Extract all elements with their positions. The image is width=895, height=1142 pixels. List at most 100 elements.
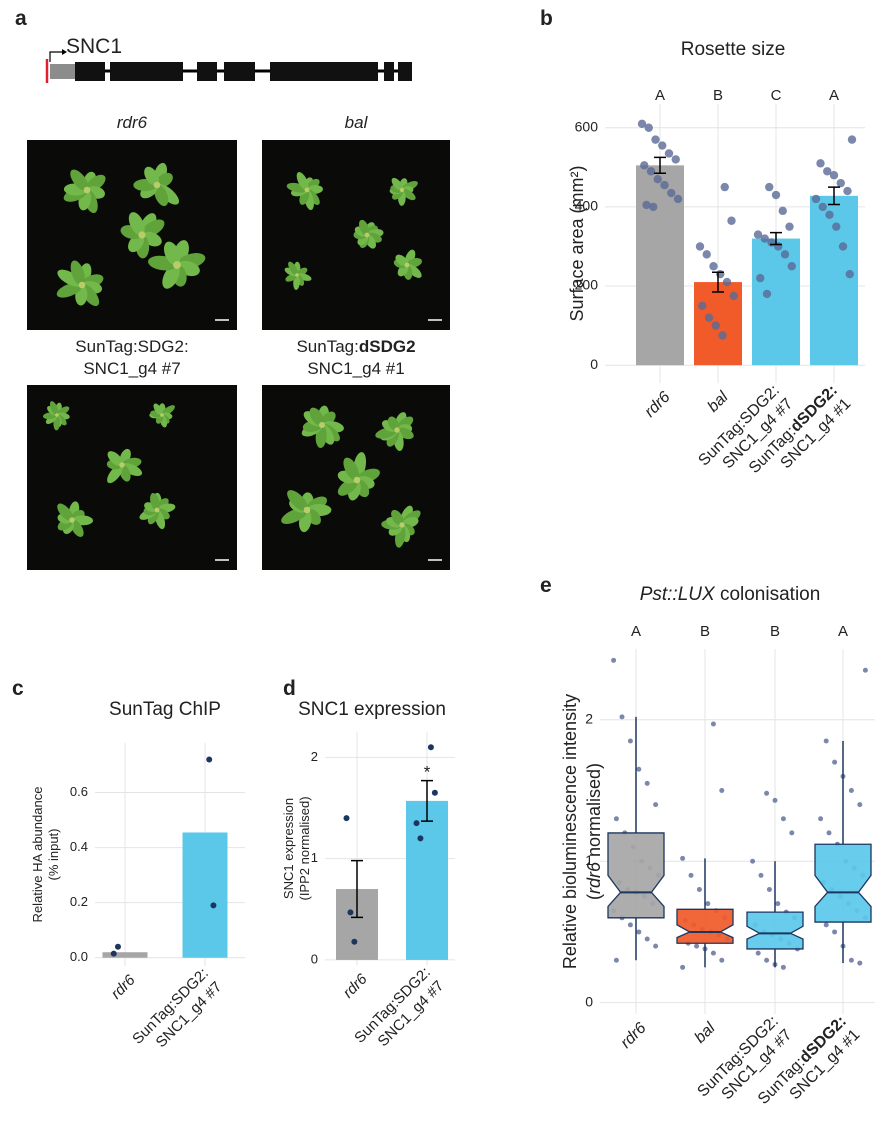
plant-photo — [27, 385, 237, 570]
plant-center — [364, 232, 370, 238]
leaf — [163, 241, 181, 266]
x-tick-label: rdr6 — [618, 1020, 650, 1052]
text-part: rdr6 — [642, 389, 674, 421]
chart-title: SunTag ChIP — [109, 699, 221, 720]
y-axis-label: Surface area (mm²) — [567, 165, 587, 321]
bar — [752, 238, 800, 366]
data-point — [613, 816, 619, 822]
data-point — [862, 667, 868, 673]
text-part: rdr6 — [340, 970, 371, 1001]
leaf — [107, 464, 124, 484]
tss-arrow — [49, 51, 62, 62]
data-point — [764, 957, 770, 963]
leaf — [144, 166, 160, 186]
data-point — [718, 331, 727, 340]
x-tick-label: rdr6 — [340, 970, 371, 1001]
data-point — [753, 230, 763, 239]
leaf — [358, 219, 370, 236]
leaf — [153, 403, 163, 416]
error-bar — [421, 779, 433, 822]
data-point — [627, 738, 633, 744]
data-point — [762, 289, 772, 299]
leaf — [391, 177, 403, 191]
chart-title: Pst::LUX colonisation — [640, 584, 821, 605]
significance-label: * — [424, 763, 431, 782]
data-point — [636, 929, 642, 935]
data-point — [825, 210, 834, 220]
leaf — [391, 509, 404, 526]
plant-photo — [262, 140, 450, 330]
text-part: SNC1 expression — [298, 699, 446, 720]
plant-center — [69, 517, 75, 523]
group-letter: C — [771, 87, 782, 104]
data-point — [640, 161, 649, 170]
data-point — [627, 922, 633, 928]
panel-label: d — [283, 677, 296, 700]
plant-center — [160, 413, 164, 417]
data-point — [823, 738, 829, 744]
y-tick-label: 0 — [590, 356, 598, 372]
error-bar — [828, 186, 840, 206]
data-point — [658, 141, 667, 150]
data-point — [427, 744, 434, 751]
data-point — [653, 802, 659, 808]
data-point — [710, 950, 716, 956]
data-point — [722, 277, 732, 287]
data-point — [351, 938, 358, 945]
y-axis-label: Relative bioluminescence intensity (rdr6 … — [560, 694, 604, 969]
leaf — [395, 254, 408, 267]
chart: SunTag ChIP Relative HA abundance(% input… — [30, 699, 245, 1051]
text-part: rdr6 — [117, 113, 148, 132]
leaf — [70, 260, 85, 286]
leaf — [57, 503, 73, 521]
data-point — [651, 135, 660, 144]
data-point — [110, 950, 117, 957]
data-point — [114, 943, 121, 950]
x-tick-label-group: bal — [705, 388, 732, 415]
data-point — [771, 190, 781, 200]
data-point — [775, 901, 781, 907]
data-point — [210, 902, 217, 909]
data-point — [619, 714, 625, 720]
y-tick-label: 0 — [311, 951, 318, 966]
x-tick-label: rdr6 — [642, 389, 674, 421]
text-part: (% input) — [46, 828, 61, 880]
plant-center — [119, 462, 125, 468]
leaf — [343, 457, 360, 481]
data-point — [642, 200, 651, 210]
exon — [384, 62, 394, 81]
plant-center — [404, 262, 410, 268]
data-point — [680, 964, 686, 970]
plant-center — [153, 181, 161, 189]
panel-label: a — [15, 7, 27, 30]
data-point — [698, 301, 707, 311]
data-point — [780, 964, 786, 970]
data-point — [823, 922, 829, 928]
tss-arrowhead — [62, 49, 67, 55]
data-point — [719, 957, 725, 963]
plant-center — [173, 261, 181, 269]
data-point — [857, 802, 863, 808]
y-axis-label: SNC1 expression(IPP2 normalised) — [281, 796, 312, 900]
group-letter: B — [700, 623, 710, 640]
box — [676, 908, 734, 944]
group-letter: A — [829, 87, 839, 104]
plant-center — [319, 422, 325, 428]
data-point — [347, 909, 354, 916]
data-point — [680, 855, 686, 861]
chart: SNC1 expression SNC1 expression(IPP2 norm… — [281, 699, 455, 1050]
text-part: bal — [705, 388, 732, 415]
text-part: Surface area (mm²) — [567, 165, 587, 321]
data-point — [727, 216, 736, 225]
text-part: rdr6 — [584, 861, 604, 894]
data-point — [838, 242, 848, 251]
text-part: bal — [692, 1019, 719, 1046]
x-tick-label-group: rdr6 — [340, 970, 371, 1001]
y-axis-label-group: Relative bioluminescence intensity (rdr6 … — [560, 694, 604, 969]
plant-center — [304, 187, 310, 193]
text-part: SNC1_g4 #1 — [307, 359, 404, 378]
data-point — [857, 960, 863, 966]
x-tick-label-group: rdr6 — [642, 389, 674, 421]
x-tick-label-group: rdr6 — [618, 1020, 650, 1052]
